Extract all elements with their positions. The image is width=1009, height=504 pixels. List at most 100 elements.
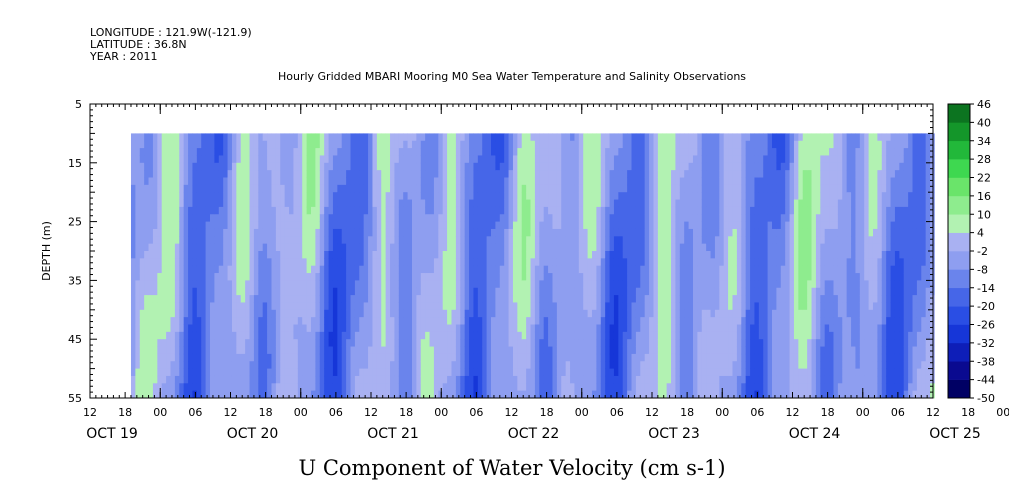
heatmap-cell xyxy=(310,140,316,149)
heatmap-cell xyxy=(253,243,259,252)
heatmap-cell xyxy=(394,251,400,259)
heatmap-cell xyxy=(464,390,470,399)
heatmap-cell xyxy=(644,302,650,311)
heatmap-cell xyxy=(192,148,198,156)
heatmap-cell xyxy=(385,206,391,215)
heatmap-cell xyxy=(728,236,733,245)
heatmap-cell xyxy=(240,170,246,178)
heatmap-cell xyxy=(635,236,641,245)
heatmap-cell xyxy=(530,295,536,303)
heatmap-cell xyxy=(605,184,610,193)
heatmap-cell xyxy=(416,375,422,384)
heatmap-cell xyxy=(548,331,553,340)
heatmap-cell xyxy=(161,258,167,267)
heatmap-cell xyxy=(504,324,509,333)
heatmap-cell xyxy=(442,140,448,149)
heatmap-cell xyxy=(640,155,646,164)
heatmap-cell xyxy=(249,302,255,311)
heatmap-cell xyxy=(666,140,672,149)
heatmap-cell xyxy=(174,162,180,171)
heatmap-cell xyxy=(403,309,408,318)
heatmap-cell xyxy=(346,331,351,340)
heatmap-cell xyxy=(451,339,457,347)
heatmap-cell xyxy=(723,265,729,274)
heatmap-cell xyxy=(227,206,233,215)
heatmap-cell xyxy=(464,383,470,392)
heatmap-cell xyxy=(473,258,479,267)
heatmap-cell xyxy=(473,383,479,392)
heatmap-cell xyxy=(556,324,562,333)
heatmap-cell xyxy=(183,206,189,215)
heatmap-cell xyxy=(671,228,676,237)
heatmap-cell xyxy=(728,361,733,369)
heatmap-cell xyxy=(306,170,312,178)
heatmap-cell xyxy=(192,155,198,164)
heatmap-cell xyxy=(381,309,387,318)
heatmap-cell xyxy=(385,192,391,200)
heatmap-cell xyxy=(688,148,694,156)
heatmap-cell xyxy=(728,192,733,200)
heatmap-cell xyxy=(332,309,338,318)
heatmap-cell xyxy=(139,140,145,149)
heatmap-cell xyxy=(390,331,395,340)
heatmap-cell xyxy=(723,243,729,252)
heatmap-cell xyxy=(135,214,141,222)
heatmap-cell xyxy=(473,346,479,355)
heatmap-cell xyxy=(662,243,668,252)
heatmap-cell xyxy=(166,251,171,259)
heatmap-cell xyxy=(627,214,632,222)
heatmap-cell xyxy=(631,280,637,289)
heatmap-cell xyxy=(649,280,654,289)
heatmap-cell xyxy=(341,273,347,281)
heatmap-cell xyxy=(530,368,536,377)
heatmap-cell xyxy=(539,375,545,384)
heatmap-cell xyxy=(477,368,483,377)
heatmap-cell xyxy=(354,258,360,267)
heatmap-cell xyxy=(341,221,347,230)
heatmap-cell xyxy=(622,170,628,178)
heatmap-cell xyxy=(346,206,351,215)
heatmap-cell xyxy=(192,287,198,296)
heatmap-cell xyxy=(332,206,338,215)
heatmap-cell xyxy=(135,273,141,281)
heatmap-cell xyxy=(188,390,193,399)
heatmap-cell xyxy=(284,265,290,274)
heatmap-cell xyxy=(666,280,672,289)
heatmap-cell xyxy=(469,331,474,340)
heatmap-cell xyxy=(341,258,347,267)
heatmap-cell xyxy=(438,339,444,347)
heatmap-cell xyxy=(416,339,422,347)
heatmap-cell xyxy=(706,206,711,215)
heatmap-cell xyxy=(297,184,303,193)
heatmap-cell xyxy=(420,162,426,171)
heatmap-cell xyxy=(688,206,694,215)
heatmap-cell xyxy=(139,339,145,347)
heatmap-cell xyxy=(679,206,685,215)
heatmap-cell xyxy=(201,287,207,296)
heatmap-cell xyxy=(451,228,457,237)
heatmap-cell xyxy=(227,155,233,164)
heatmap-cell xyxy=(460,265,466,274)
heatmap-cell xyxy=(587,383,593,392)
heatmap-cell xyxy=(240,155,246,164)
heatmap-cell xyxy=(394,361,400,369)
heatmap-cell xyxy=(319,177,325,186)
heatmap-cell xyxy=(289,236,294,245)
heatmap-cell xyxy=(499,228,505,237)
heatmap-cell xyxy=(736,148,742,156)
heatmap-cell xyxy=(289,140,294,149)
heatmap-cell xyxy=(148,192,154,200)
heatmap-cell xyxy=(464,251,470,259)
heatmap-cell xyxy=(385,162,391,171)
heatmap-cell xyxy=(359,280,365,289)
heatmap-cell xyxy=(543,390,549,399)
heatmap-cell xyxy=(635,309,641,318)
heatmap-cell xyxy=(231,170,237,178)
heatmap-cell xyxy=(534,148,540,156)
heatmap-cell xyxy=(130,375,136,384)
heatmap-cell xyxy=(534,375,540,384)
heatmap-cell xyxy=(310,339,316,347)
heatmap-cell xyxy=(315,302,321,311)
heatmap-cell xyxy=(433,390,439,399)
heatmap-cell xyxy=(640,199,646,208)
